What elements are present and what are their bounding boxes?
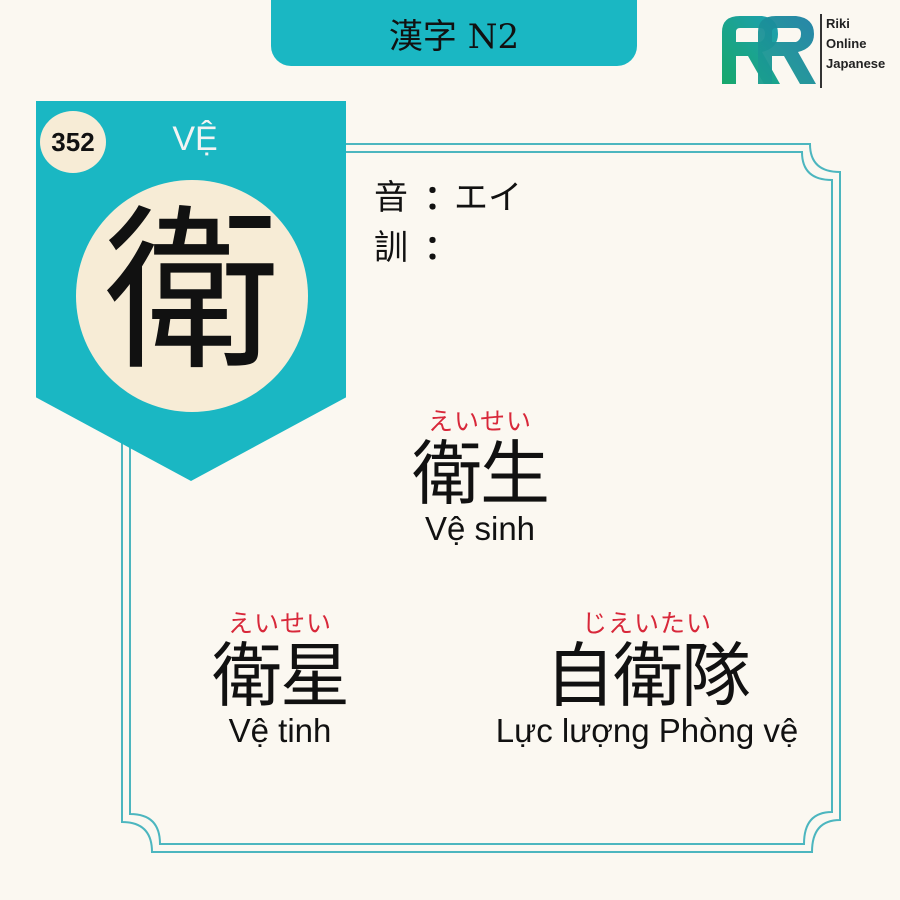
level-label: 漢字 N2 [388,16,520,57]
kun-reading-colon: ： [424,228,458,268]
on-reading-row: 音 ： エイ [374,170,522,219]
on-reading-value: エイ [454,178,522,218]
on-reading-label: 音 [374,178,408,218]
logo-divider [820,14,822,88]
vocab-word: 自衛隊 [545,635,751,717]
vocab-meaning: Lực lượng Phòng vệ [495,711,799,749]
vocab-furigana: えいせい [227,609,332,638]
logo-line-1: Riki [826,16,850,31]
kun-reading-row: 訓 ： [374,220,458,269]
vocab-meaning: Vệ tinh [228,711,332,749]
kanji-number-badge: 352 [40,111,106,173]
vocab-item: えいせい 衛生 Vệ sinh [380,402,580,548]
riki-logo-icon [722,16,816,84]
vocab-furigana: じえいたい [581,609,712,638]
kanji-circle: 衛 [76,180,308,412]
level-tab: 漢字 N2 [271,0,637,66]
vocab-word: 衛星 [212,635,350,717]
on-reading-colon: ： [424,178,458,218]
kun-reading-label: 訓 [374,228,408,268]
vocab-furigana: えいせい [427,407,532,436]
kanji-character: 衛 [103,190,280,395]
riki-logo: Riki Online Japanese [718,12,898,92]
vocab-word: 衛生 [412,433,550,515]
han-viet-reading: VỆ [172,120,218,158]
logo-text: Riki Online Japanese [826,14,885,74]
vocab-item: えいせい 衛星 Vệ tinh [180,604,380,750]
vocab-meaning: Vệ sinh [424,509,536,547]
vocab-item: じえいたい 自衛隊 Lực lượng Phòng vệ [462,604,832,750]
logo-line-2: Online [826,36,867,51]
logo-line-3: Japanese [826,56,886,71]
